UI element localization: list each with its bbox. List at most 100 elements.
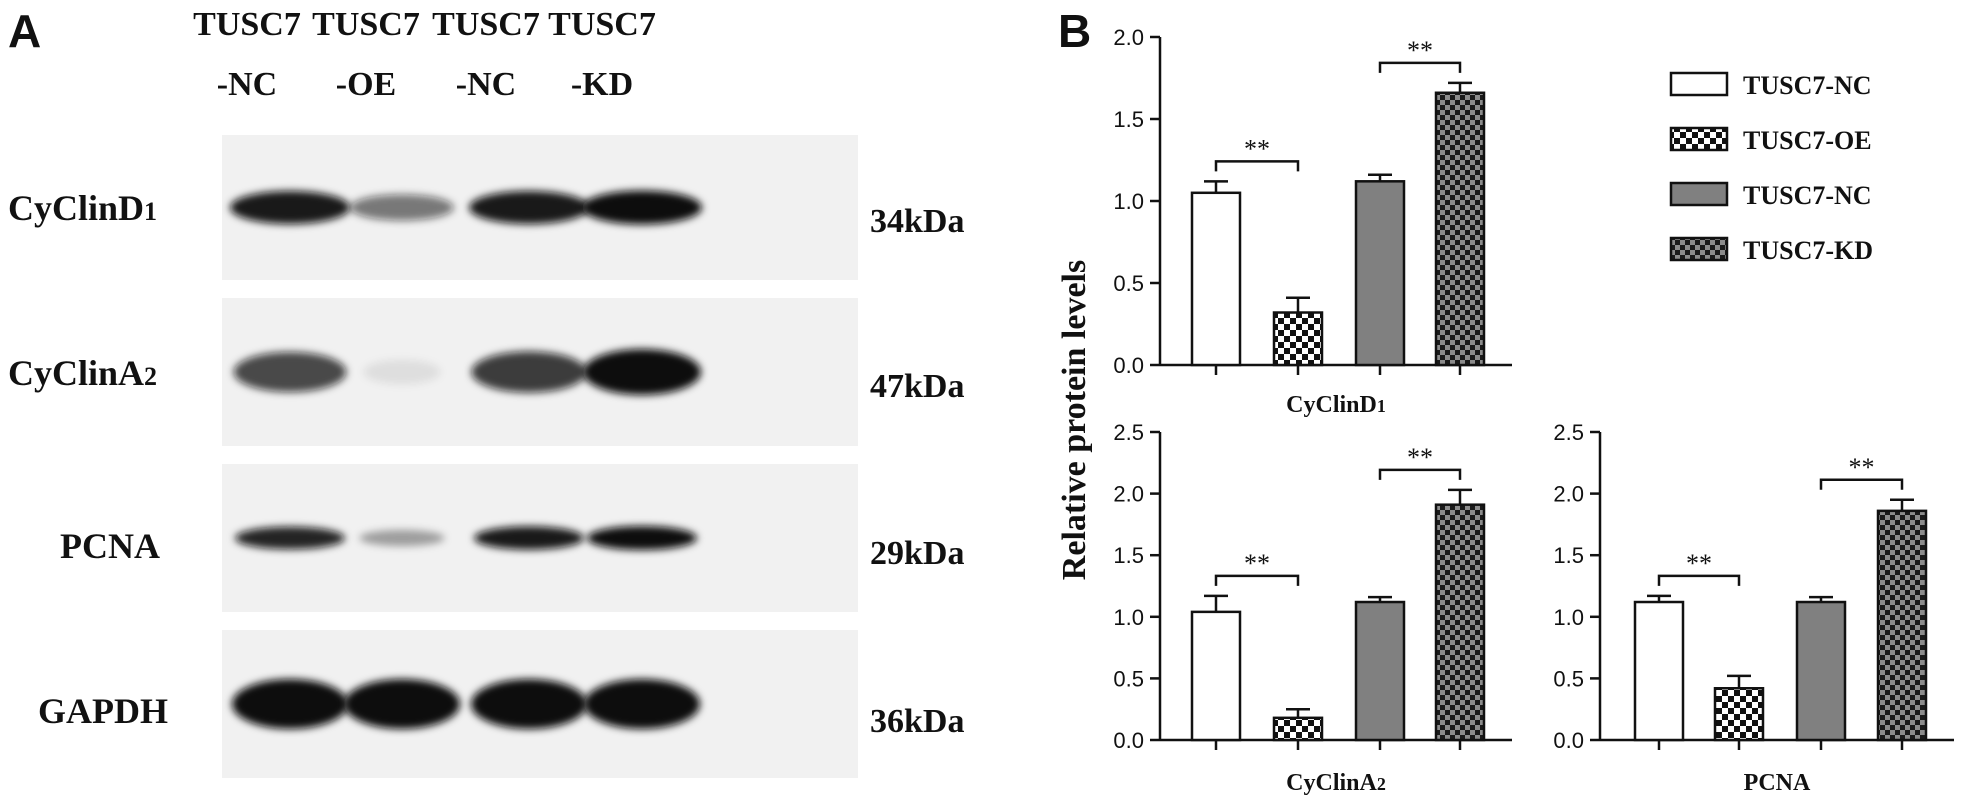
blot-label-pcna: PCNA [60,528,160,564]
bar [1795,600,1847,742]
blot-band [233,351,347,393]
y-tick-label: 2.0 [1553,482,1584,507]
lane-label-2: TUSC7 -OE [291,8,441,102]
y-tick-label: 0.5 [1113,666,1144,691]
bar [1354,180,1406,367]
kda-gapdh: 36kDa [870,703,965,740]
blot-band [363,359,441,385]
blot-gapdh-bands [232,679,700,729]
significance-bracket [1214,574,1300,586]
legend-swatch [1669,126,1729,152]
chart-3: 0.0 0.5 1.0 1.5 2.0 2.5 ** ** PCNA [1553,420,1954,796]
blot-band [232,679,348,729]
blot-label-cyclina2: CyClinA2 [8,355,157,391]
lane-label-2-line1: TUSC7 [312,6,420,43]
legend: TUSC7-NC TUSC7-OE TUSC7-NC TUSC7-KD [1669,71,1873,265]
blot-label-cyclind1: CyClinD1 [8,190,157,226]
chart-2: 0.0 0.5 1.0 1.5 2.0 2.5 ** ** CyClinA2 [1113,420,1512,796]
blot-label-gapdh: GAPDH [38,693,168,729]
y-tick-label: 1.5 [1113,543,1144,568]
bar [1190,191,1242,367]
y-tick-label: 0.0 [1113,728,1144,753]
blot-cyclina2-bands [233,349,701,395]
blot-band [359,529,445,547]
blot-band [230,190,350,225]
blot-label-cyclina2-main: CyClinA [8,353,145,393]
lane-label-1: TUSC7 -NC [172,8,322,102]
bar [1713,687,1765,742]
blot-band [235,526,345,550]
lane-label-3-line2: -NC [455,66,517,103]
significance-bracket [1214,160,1300,172]
x-axis-label: CyClinD1 [1286,392,1386,418]
lane-label-4-line1: TUSC7 [548,6,656,43]
blot-band [471,351,587,393]
significance-label: ** [1407,443,1433,472]
lane-label-4-line2: -KD [570,66,634,103]
legend-item: TUSC7-NC [1669,71,1872,100]
x-axis-label: CyClinA2 [1286,770,1386,796]
blot-pcna [222,464,858,612]
blot-label-cyclina2-sub: 2 [144,362,158,391]
kda-pcna: 29kDa [870,535,965,572]
blot-band [471,679,587,729]
bar [1354,600,1406,742]
lane-label-1-line2: -NC [216,66,278,103]
y-tick-label: 0.0 [1113,353,1144,378]
blot-band [583,349,701,395]
legend-swatch [1669,236,1729,262]
y-tick-label: 2.0 [1113,482,1144,507]
lane-label-4: TUSC7 -KD [527,8,677,102]
blot-cyclind1 [222,135,858,280]
significance-label: ** [1849,453,1875,482]
bar [1272,716,1324,742]
legend-label: TUSC7-OE [1743,126,1872,155]
legend-label: TUSC7-KD [1743,236,1873,265]
y-tick-label: 2.5 [1553,420,1584,445]
blot-pcna-bands [235,526,697,550]
y-tick-label: 0.5 [1553,666,1584,691]
legend-item: TUSC7-KD [1669,236,1873,265]
panel-b-letter: B [1058,5,1092,57]
bar [1434,91,1486,367]
blot-band [584,679,700,729]
y-tick-label: 1.0 [1113,189,1144,214]
blot-cyclina2 [222,298,858,446]
legend-swatch [1669,181,1729,207]
kda-cyclina2: 47kDa [870,368,965,405]
y-tick-label: 1.0 [1113,605,1144,630]
significance-label: ** [1686,549,1712,578]
significance-label: ** [1244,134,1270,163]
bar [1876,509,1928,742]
x-axis-label: PCNA [1744,770,1811,796]
y-tick-label: 0.5 [1113,271,1144,296]
y-tick-label: 0.0 [1553,728,1584,753]
blot-cyclind1-bands [230,190,702,225]
y-tick-label: 1.5 [1113,107,1144,132]
blot-band [469,190,589,225]
significance-bracket [1378,61,1462,73]
y-tick-label: 2.5 [1113,420,1144,445]
bar [1434,503,1486,742]
blot-label-pcna-main: PCNA [60,526,160,566]
bar [1633,600,1685,742]
blot-gapdh [222,630,858,778]
blot-band [350,194,454,221]
lane-label-3-line1: TUSC7 [432,6,540,43]
bar [1272,311,1324,367]
blot-band [582,190,702,225]
lane-label-2-line2: -OE [335,66,397,103]
legend-item: TUSC7-NC [1669,181,1872,210]
kda-cyclind1: 34kDa [870,203,965,240]
chart-1: 0.0 0.5 1.0 1.5 2.0 ** ** CyClinD1 [1113,25,1512,418]
significance-bracket [1378,468,1462,480]
blot-label-cyclind1-main: CyClinD [8,188,145,228]
blot-label-cyclind1-sub: 1 [144,197,158,226]
bar [1190,610,1242,742]
y-tick-label: 2.0 [1113,25,1144,50]
blot-band [587,526,697,550]
legend-label: TUSC7-NC [1743,181,1872,210]
blot-label-gapdh-main: GAPDH [38,691,168,731]
significance-bracket [1819,478,1904,490]
